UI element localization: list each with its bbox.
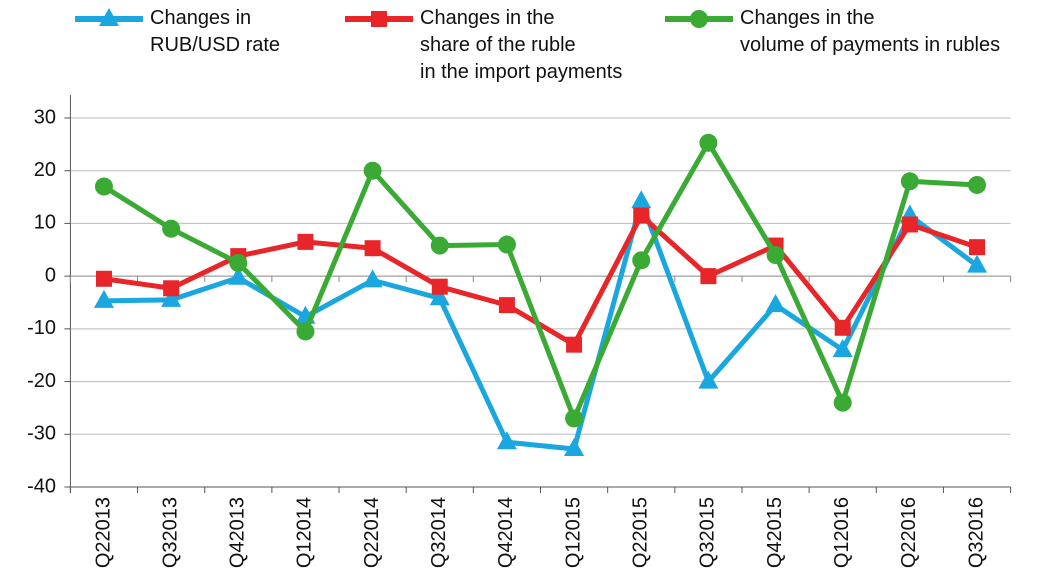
data-point [163, 280, 180, 297]
legend-marker [690, 10, 708, 28]
x-tick-label: Q22015 [630, 497, 652, 568]
legend-line-text: Changes in [150, 7, 251, 29]
data-point [95, 270, 112, 287]
x-tick-label: Q22014 [361, 497, 383, 568]
x-tick-label: Q42014 [495, 497, 517, 568]
legend-label: Changes in the share of the ruble in the i… [420, 7, 622, 83]
legend-marker [99, 8, 119, 26]
legend-label: Changes in the volume of payments in rubl… [740, 7, 1000, 56]
data-point [967, 254, 988, 273]
data-point [429, 287, 450, 306]
x-tick-label: Q12016 [831, 497, 853, 568]
data-point [969, 239, 986, 256]
y-tick-label: -20 [27, 370, 56, 392]
data-point [496, 431, 517, 450]
data-point [766, 246, 785, 265]
data-point [698, 370, 719, 389]
legend-line-text: volume of payments in rubles [740, 34, 1000, 56]
data-point [632, 251, 651, 270]
data-point [900, 172, 919, 191]
data-point [363, 161, 382, 180]
series-line [102, 140, 978, 421]
data-point [901, 216, 918, 233]
data-point [833, 393, 852, 412]
data-point [297, 233, 314, 250]
legend-line-text: in the import payments [420, 61, 622, 83]
x-tick-label: Q12015 [562, 497, 584, 568]
data-point [631, 190, 652, 209]
data-point [834, 319, 851, 336]
y-tick-label: 0 [45, 264, 56, 286]
data-point [162, 219, 181, 238]
legend-line-text: share of the ruble [420, 34, 576, 56]
data-point [497, 235, 516, 254]
data-point [564, 438, 585, 457]
legend-line-text: RUB/USD rate [150, 34, 280, 56]
data-point [430, 236, 449, 255]
x-tick-label: Q32014 [428, 497, 450, 568]
x-tick-label: Q32016 [965, 497, 987, 568]
y-tick-label: -30 [27, 423, 56, 445]
data-point [431, 278, 448, 295]
x-tick-label: Q32013 [159, 497, 181, 568]
data-point [362, 269, 383, 288]
legend-line-text: Changes in the [740, 7, 875, 29]
series-line [103, 198, 979, 452]
data-point [228, 266, 249, 285]
x-tick-label: Q22016 [898, 497, 920, 568]
legend-line-text: Changes in the [420, 7, 555, 29]
data-point [968, 175, 987, 194]
x-tick-label: Q22013 [92, 497, 114, 568]
y-tick-label: -40 [27, 475, 56, 497]
x-tick-label: Q42013 [227, 497, 249, 568]
legend-marker [371, 11, 387, 27]
data-point [699, 133, 718, 152]
data-point [296, 322, 315, 341]
y-tick-label: 20 [34, 159, 56, 181]
data-point [498, 297, 515, 314]
x-tick-label: Q42015 [764, 497, 786, 568]
data-point [229, 253, 248, 272]
data-point [93, 289, 114, 308]
data-point [94, 177, 113, 196]
x-tick-label: Q32015 [697, 497, 719, 568]
data-point [566, 336, 583, 353]
data-point [364, 240, 381, 257]
y-tick-label: 10 [34, 212, 56, 234]
data-point [765, 294, 786, 313]
data-point [633, 207, 650, 224]
y-tick-label: -10 [27, 317, 56, 339]
data-point [565, 409, 584, 428]
legend-label: Changes in RUB/USD rate [150, 7, 280, 56]
y-tick-label: 30 [34, 106, 56, 128]
data-point [161, 288, 182, 307]
data-point [832, 338, 853, 357]
x-tick-label: Q12014 [294, 497, 316, 568]
data-point [700, 268, 717, 285]
